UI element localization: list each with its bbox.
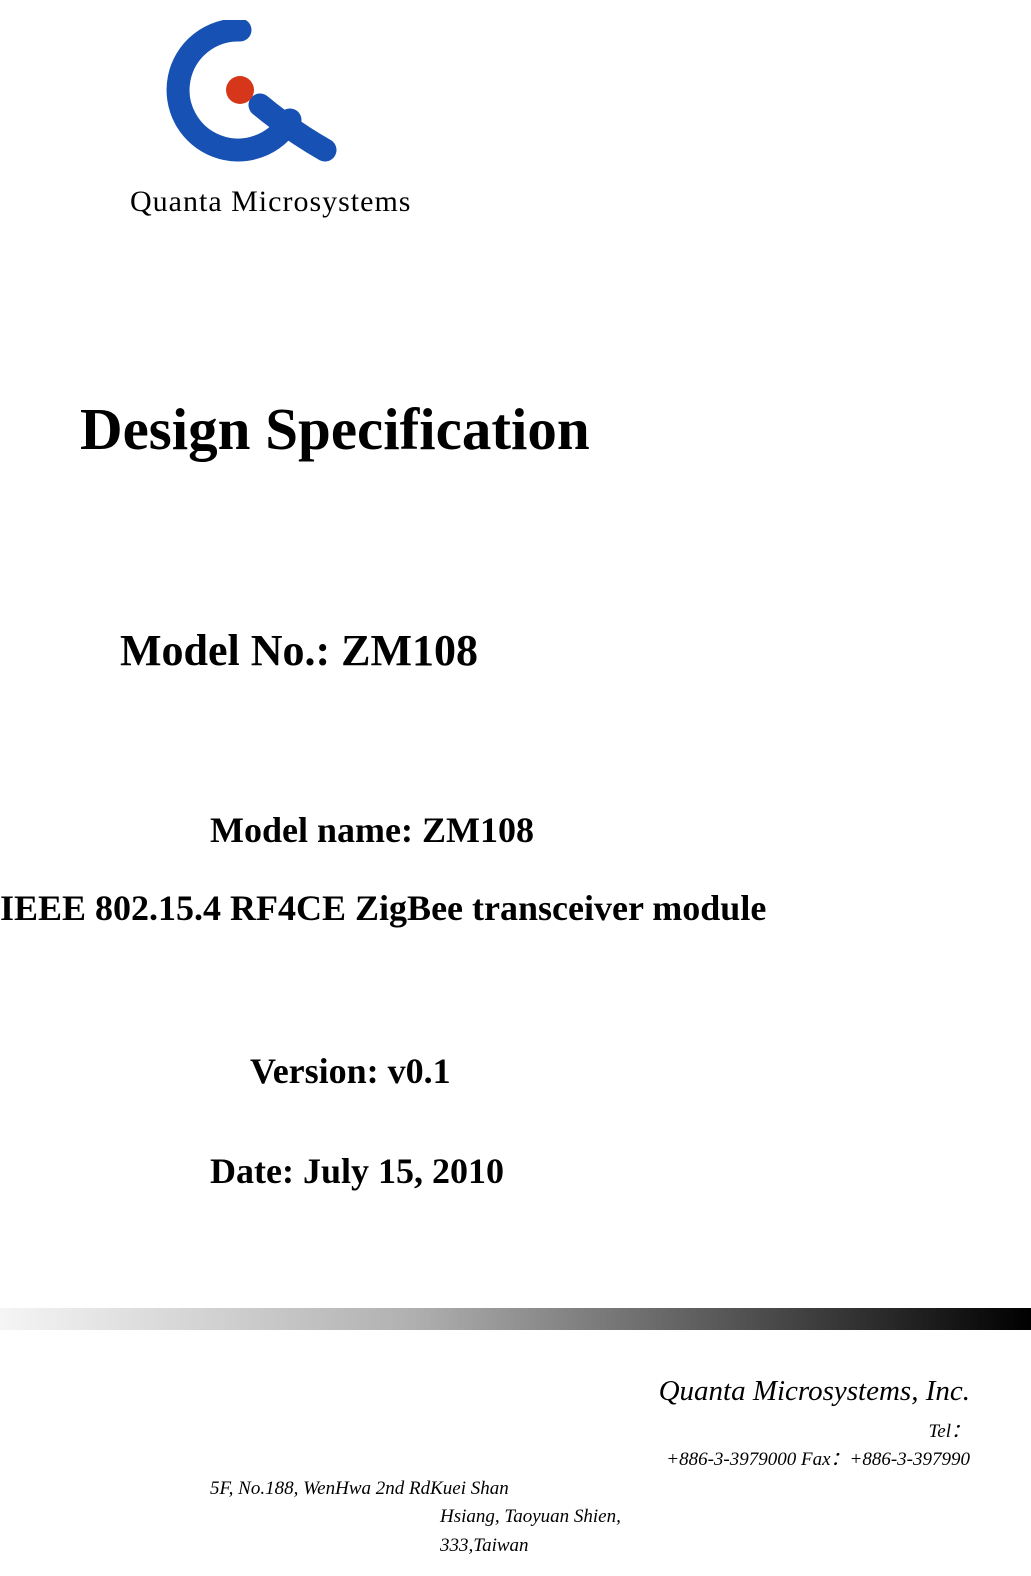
- footer-address-line-2: Hsiang, Taoyuan Shien,: [210, 1503, 970, 1532]
- document-title: Design Specification: [80, 395, 590, 464]
- company-logo-icon: [130, 20, 350, 170]
- divider-bar: [0, 1308, 1031, 1330]
- footer-address-line-3: 333,Taiwan: [210, 1532, 970, 1561]
- date-label: Date: July 15, 2010: [210, 1150, 504, 1192]
- company-wordmark: Quanta Microsystems: [130, 185, 411, 219]
- footer-phones: +886-3-3979000 Fax：+886-3-397990: [210, 1446, 970, 1475]
- page: Quanta Microsystems Design Specification…: [0, 0, 1031, 1576]
- footer-company: Quanta Microsystems, Inc.: [210, 1370, 970, 1414]
- ieee-description: IEEE 802.15.4 RF4CE ZigBee transceiver m…: [0, 887, 766, 929]
- footer-address-line-1: 5F, No.188, WenHwa 2nd RdKuei Shan: [210, 1475, 970, 1504]
- version-label: Version: v0.1: [250, 1050, 451, 1092]
- model-name: Model name: ZM108: [210, 809, 534, 851]
- logo-block: Quanta Microsystems: [130, 20, 411, 219]
- footer-tel-label: Tel：: [210, 1418, 970, 1447]
- model-number: Model No.: ZM108: [120, 625, 478, 676]
- footer: Quanta Microsystems, Inc. Tel： +886-3-39…: [210, 1370, 970, 1560]
